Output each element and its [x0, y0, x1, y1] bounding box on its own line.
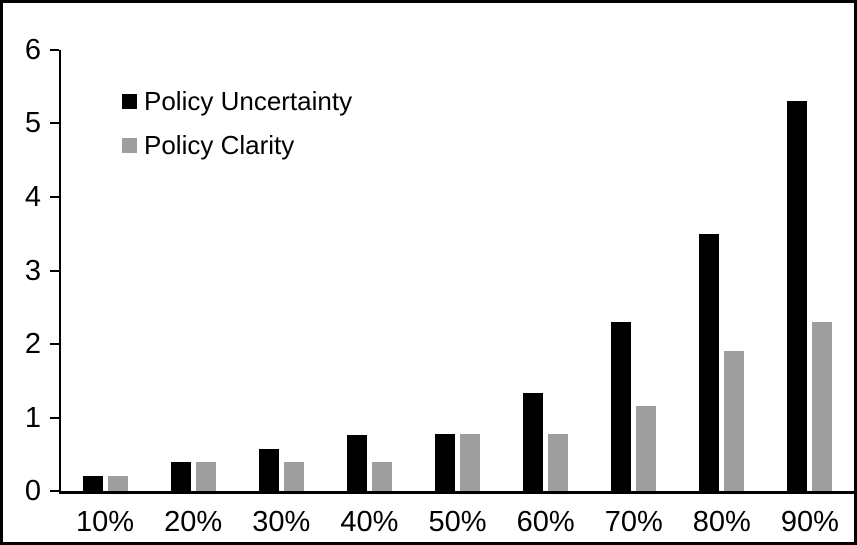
- y-axis-tick-0: [50, 490, 59, 492]
- bar-policy-uncertainty-10-: [82, 476, 103, 491]
- bar-policy-clarity-40-: [371, 461, 392, 491]
- bar-groups: [61, 50, 854, 491]
- bar-group-40-: [325, 50, 413, 491]
- bar-policy-clarity-80-: [724, 351, 745, 491]
- bar-policy-clarity-10-: [107, 476, 128, 491]
- y-axis-tick-5: [50, 122, 59, 125]
- x-axis-tick-label-30-: 30%: [252, 506, 311, 538]
- bar-policy-clarity-20-: [195, 461, 216, 491]
- x-axis-labels: 10% 20% 30% 40% 50% 60% 70% 80% 90%: [61, 506, 854, 539]
- y-axis-tick-1: [50, 416, 59, 419]
- bar-policy-clarity-50-: [459, 434, 480, 491]
- bar-group-10-: [61, 50, 149, 491]
- bar-group-60-: [502, 50, 590, 491]
- y-axis-tick-label-1: 1: [24, 401, 41, 434]
- y-axis-tick-label-6: 6: [24, 34, 41, 66]
- legend-item-policy-uncertainty: Policy Uncertainty: [122, 86, 352, 116]
- bar-group-70-: [590, 50, 678, 491]
- bar-policy-uncertainty-40-: [346, 435, 367, 491]
- bar-group-80-: [678, 50, 766, 491]
- y-axis-tick-label-4: 4: [24, 180, 41, 213]
- bar-group-50-: [413, 50, 501, 491]
- y-axis-tick-label-3: 3: [24, 254, 41, 287]
- y-axis-tick-label-5: 5: [24, 107, 41, 140]
- bar-policy-uncertainty-50-: [434, 433, 455, 491]
- x-axis-tick-label-50-: 50%: [428, 506, 487, 538]
- bar-policy-uncertainty-70-: [611, 321, 632, 491]
- x-axis-tick-label-40-: 40%: [340, 506, 399, 538]
- bar-policy-uncertainty-80-: [699, 233, 720, 491]
- legend-swatch-policy-uncertainty-icon: [122, 93, 137, 109]
- plot-area: 0 1 2 3 4 5 6 10% 20% 30% 40% 50% 60% 70% 80% 90% Poli…: [25, 35, 854, 538]
- legend-label-policy-uncertainty: Policy Uncertainty: [144, 85, 353, 116]
- legend-item-policy-clarity: Policy Clarity: [122, 130, 352, 160]
- y-axis-tick-label-0: 0: [24, 475, 41, 507]
- legend-label-policy-clarity: Policy Clarity: [144, 129, 295, 160]
- bar-policy-uncertainty-20-: [170, 461, 191, 491]
- x-axis-tick-label-80-: 80%: [692, 506, 751, 538]
- bar-policy-uncertainty-30-: [258, 449, 279, 491]
- y-axis-tick-6: [50, 49, 59, 51]
- x-axis-tick-label-70-: 70%: [604, 506, 663, 538]
- y-axis-tick-4: [50, 195, 59, 198]
- x-axis-tick-label-20-: 20%: [164, 506, 223, 538]
- legend-swatch-policy-clarity-icon: [122, 137, 137, 153]
- bar-group-30-: [237, 50, 325, 491]
- bar-policy-clarity-70-: [636, 406, 657, 491]
- x-axis-tick-label-60-: 60%: [516, 506, 575, 538]
- bar-policy-clarity-60-: [548, 434, 569, 491]
- legend: Policy Uncertainty Policy Clarity: [122, 86, 352, 160]
- x-axis-tick-label-10-: 10%: [76, 506, 135, 538]
- bar-group-20-: [149, 50, 237, 491]
- bar-policy-clarity-90-: [812, 321, 833, 491]
- y-axis-tick-2: [50, 342, 59, 345]
- y-axis-tick-3: [50, 269, 59, 272]
- y-axis-tick-label-2: 2: [24, 327, 41, 360]
- bar-policy-clarity-30-: [283, 461, 304, 491]
- bar-policy-uncertainty-60-: [523, 393, 544, 491]
- bar-policy-uncertainty-90-: [787, 101, 808, 491]
- x-axis-tick-label-90-: 90%: [780, 506, 839, 538]
- bar-group-90-: [766, 50, 854, 491]
